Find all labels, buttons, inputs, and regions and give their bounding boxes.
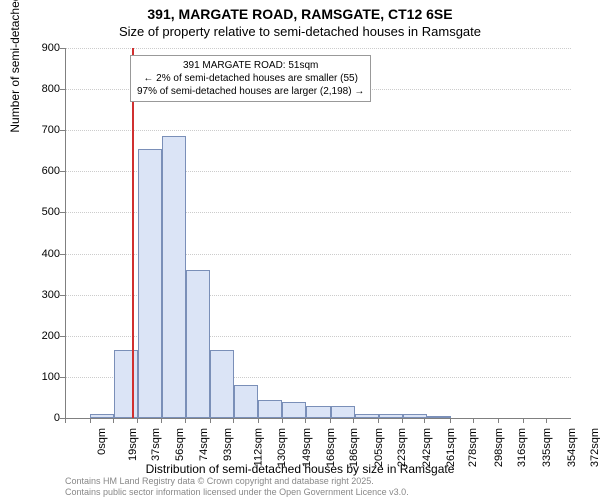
y-tick-label: 600 xyxy=(20,165,60,177)
histogram-bar xyxy=(306,406,330,418)
chart-subtitle: Size of property relative to semi-detach… xyxy=(0,24,600,39)
y-tick-mark xyxy=(60,336,65,337)
x-tick-mark xyxy=(546,418,547,423)
info-line-1: 391 MARGATE ROAD: 51sqm xyxy=(137,59,364,72)
info-line-2: ← 2% of semi-detached houses are smaller… xyxy=(137,72,364,85)
x-tick-label: 112sqm xyxy=(252,428,264,466)
histogram-bar xyxy=(210,350,234,418)
footer-line-1: Contains HM Land Registry data © Crown c… xyxy=(65,476,409,487)
x-tick-label: 56sqm xyxy=(174,428,186,461)
x-tick-mark xyxy=(305,418,306,423)
x-tick-mark xyxy=(473,418,474,423)
y-tick-label: 700 xyxy=(20,124,60,136)
y-tick-label: 200 xyxy=(20,330,60,342)
info-line-3: 97% of semi-detached houses are larger (… xyxy=(137,85,364,98)
x-tick-mark xyxy=(424,418,425,423)
x-tick-mark xyxy=(90,418,91,423)
x-tick-label: 0sqm xyxy=(96,428,108,455)
x-tick-label: 261sqm xyxy=(445,428,457,467)
y-tick-label: 100 xyxy=(20,371,60,383)
histogram-bar xyxy=(162,136,186,418)
histogram-bar xyxy=(403,414,427,418)
x-tick-label: 278sqm xyxy=(467,428,479,467)
x-tick-label: 223sqm xyxy=(396,428,408,467)
x-tick-label: 298sqm xyxy=(493,428,505,467)
grid-line xyxy=(66,130,571,131)
x-tick-label: 149sqm xyxy=(301,428,313,467)
y-tick-label: 300 xyxy=(20,289,60,301)
marker-line xyxy=(132,48,134,418)
histogram-bar xyxy=(138,149,162,418)
x-tick-mark xyxy=(210,418,211,423)
grid-line xyxy=(66,48,571,49)
histogram-bar xyxy=(331,406,355,418)
chart-title: 391, MARGATE ROAD, RAMSGATE, CT12 6SE xyxy=(0,6,600,22)
y-tick-label: 0 xyxy=(20,412,60,424)
plot-area xyxy=(65,48,571,419)
x-tick-label: 335sqm xyxy=(541,428,553,467)
histogram-bar xyxy=(186,270,210,418)
x-tick-mark xyxy=(137,418,138,423)
x-tick-mark xyxy=(258,418,259,423)
x-tick-label: 130sqm xyxy=(276,428,288,467)
x-tick-mark xyxy=(233,418,234,423)
y-tick-mark xyxy=(60,48,65,49)
x-tick-label: 372sqm xyxy=(589,428,600,467)
histogram-bar xyxy=(282,402,306,418)
y-tick-label: 400 xyxy=(20,248,60,260)
x-tick-mark xyxy=(282,418,283,423)
x-tick-label: 74sqm xyxy=(198,428,210,461)
y-tick-mark xyxy=(60,254,65,255)
footer-line-2: Contains public sector information licen… xyxy=(65,487,409,498)
y-tick-mark xyxy=(60,130,65,131)
histogram-bar xyxy=(355,414,379,418)
histogram-bar xyxy=(258,400,282,419)
x-tick-mark xyxy=(113,418,114,423)
y-tick-mark xyxy=(60,212,65,213)
info-box: 391 MARGATE ROAD: 51sqm ← 2% of semi-det… xyxy=(130,55,371,102)
x-tick-mark xyxy=(330,418,331,423)
x-tick-label: 168sqm xyxy=(325,428,337,467)
x-tick-mark xyxy=(378,418,379,423)
footer: Contains HM Land Registry data © Crown c… xyxy=(65,476,409,498)
y-tick-label: 900 xyxy=(20,42,60,54)
x-tick-label: 205sqm xyxy=(373,428,385,467)
y-tick-mark xyxy=(60,89,65,90)
x-tick-label: 37sqm xyxy=(150,428,162,461)
y-tick-mark xyxy=(60,377,65,378)
y-tick-mark xyxy=(60,171,65,172)
y-tick-label: 500 xyxy=(20,206,60,218)
histogram-bar xyxy=(427,416,451,418)
histogram-bar xyxy=(234,385,258,418)
x-tick-label: 316sqm xyxy=(517,428,529,467)
x-tick-label: 93sqm xyxy=(222,428,234,461)
y-tick-label: 800 xyxy=(20,83,60,95)
x-tick-label: 354sqm xyxy=(566,428,578,467)
x-tick-mark xyxy=(498,418,499,423)
y-axis-label: Number of semi-detached properties xyxy=(8,0,22,133)
x-tick-mark xyxy=(65,418,66,423)
x-axis-label: Distribution of semi-detached houses by … xyxy=(0,462,600,476)
x-tick-label: 19sqm xyxy=(127,428,139,461)
x-tick-mark xyxy=(185,418,186,423)
x-tick-mark xyxy=(523,418,524,423)
x-tick-mark xyxy=(450,418,451,423)
histogram-chart: 391, MARGATE ROAD, RAMSGATE, CT12 6SE Si… xyxy=(0,0,600,500)
histogram-bar xyxy=(90,414,114,418)
x-tick-label: 242sqm xyxy=(421,428,433,467)
x-tick-mark xyxy=(402,418,403,423)
y-tick-mark xyxy=(60,295,65,296)
x-tick-mark xyxy=(353,418,354,423)
x-tick-mark xyxy=(161,418,162,423)
histogram-bar xyxy=(114,350,138,418)
x-tick-label: 186sqm xyxy=(349,428,361,467)
histogram-bar xyxy=(379,414,403,418)
